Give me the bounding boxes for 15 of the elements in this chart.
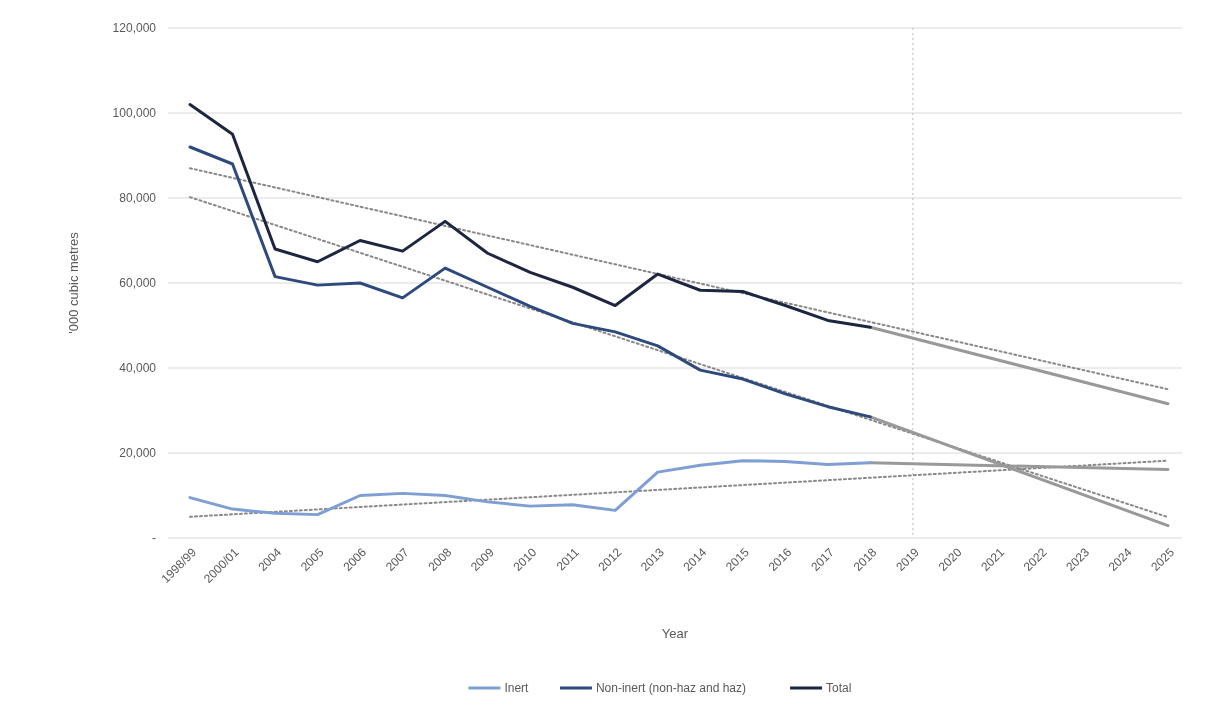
y-tick-label: 60,000 [119, 276, 157, 291]
y-tick-label: 40,000 [119, 361, 157, 376]
y-tick-label: 100,000 [112, 106, 157, 121]
x-axis-title: Year [661, 626, 689, 641]
legend-label: Inert [504, 681, 530, 696]
y-tick-label: 20,000 [119, 446, 157, 461]
line-series [188, 145, 872, 419]
legend-label: Total [826, 681, 852, 696]
y-tick-label: 80,000 [119, 191, 157, 206]
y-tick-label: 120,000 [112, 21, 157, 36]
line-series [188, 103, 872, 329]
legend-label: Non-inert (non-haz and haz) [595, 681, 747, 696]
y-tick-label: - [152, 531, 156, 546]
line-series [188, 459, 872, 517]
y-axis-title: '000 cubic metres [66, 231, 81, 334]
